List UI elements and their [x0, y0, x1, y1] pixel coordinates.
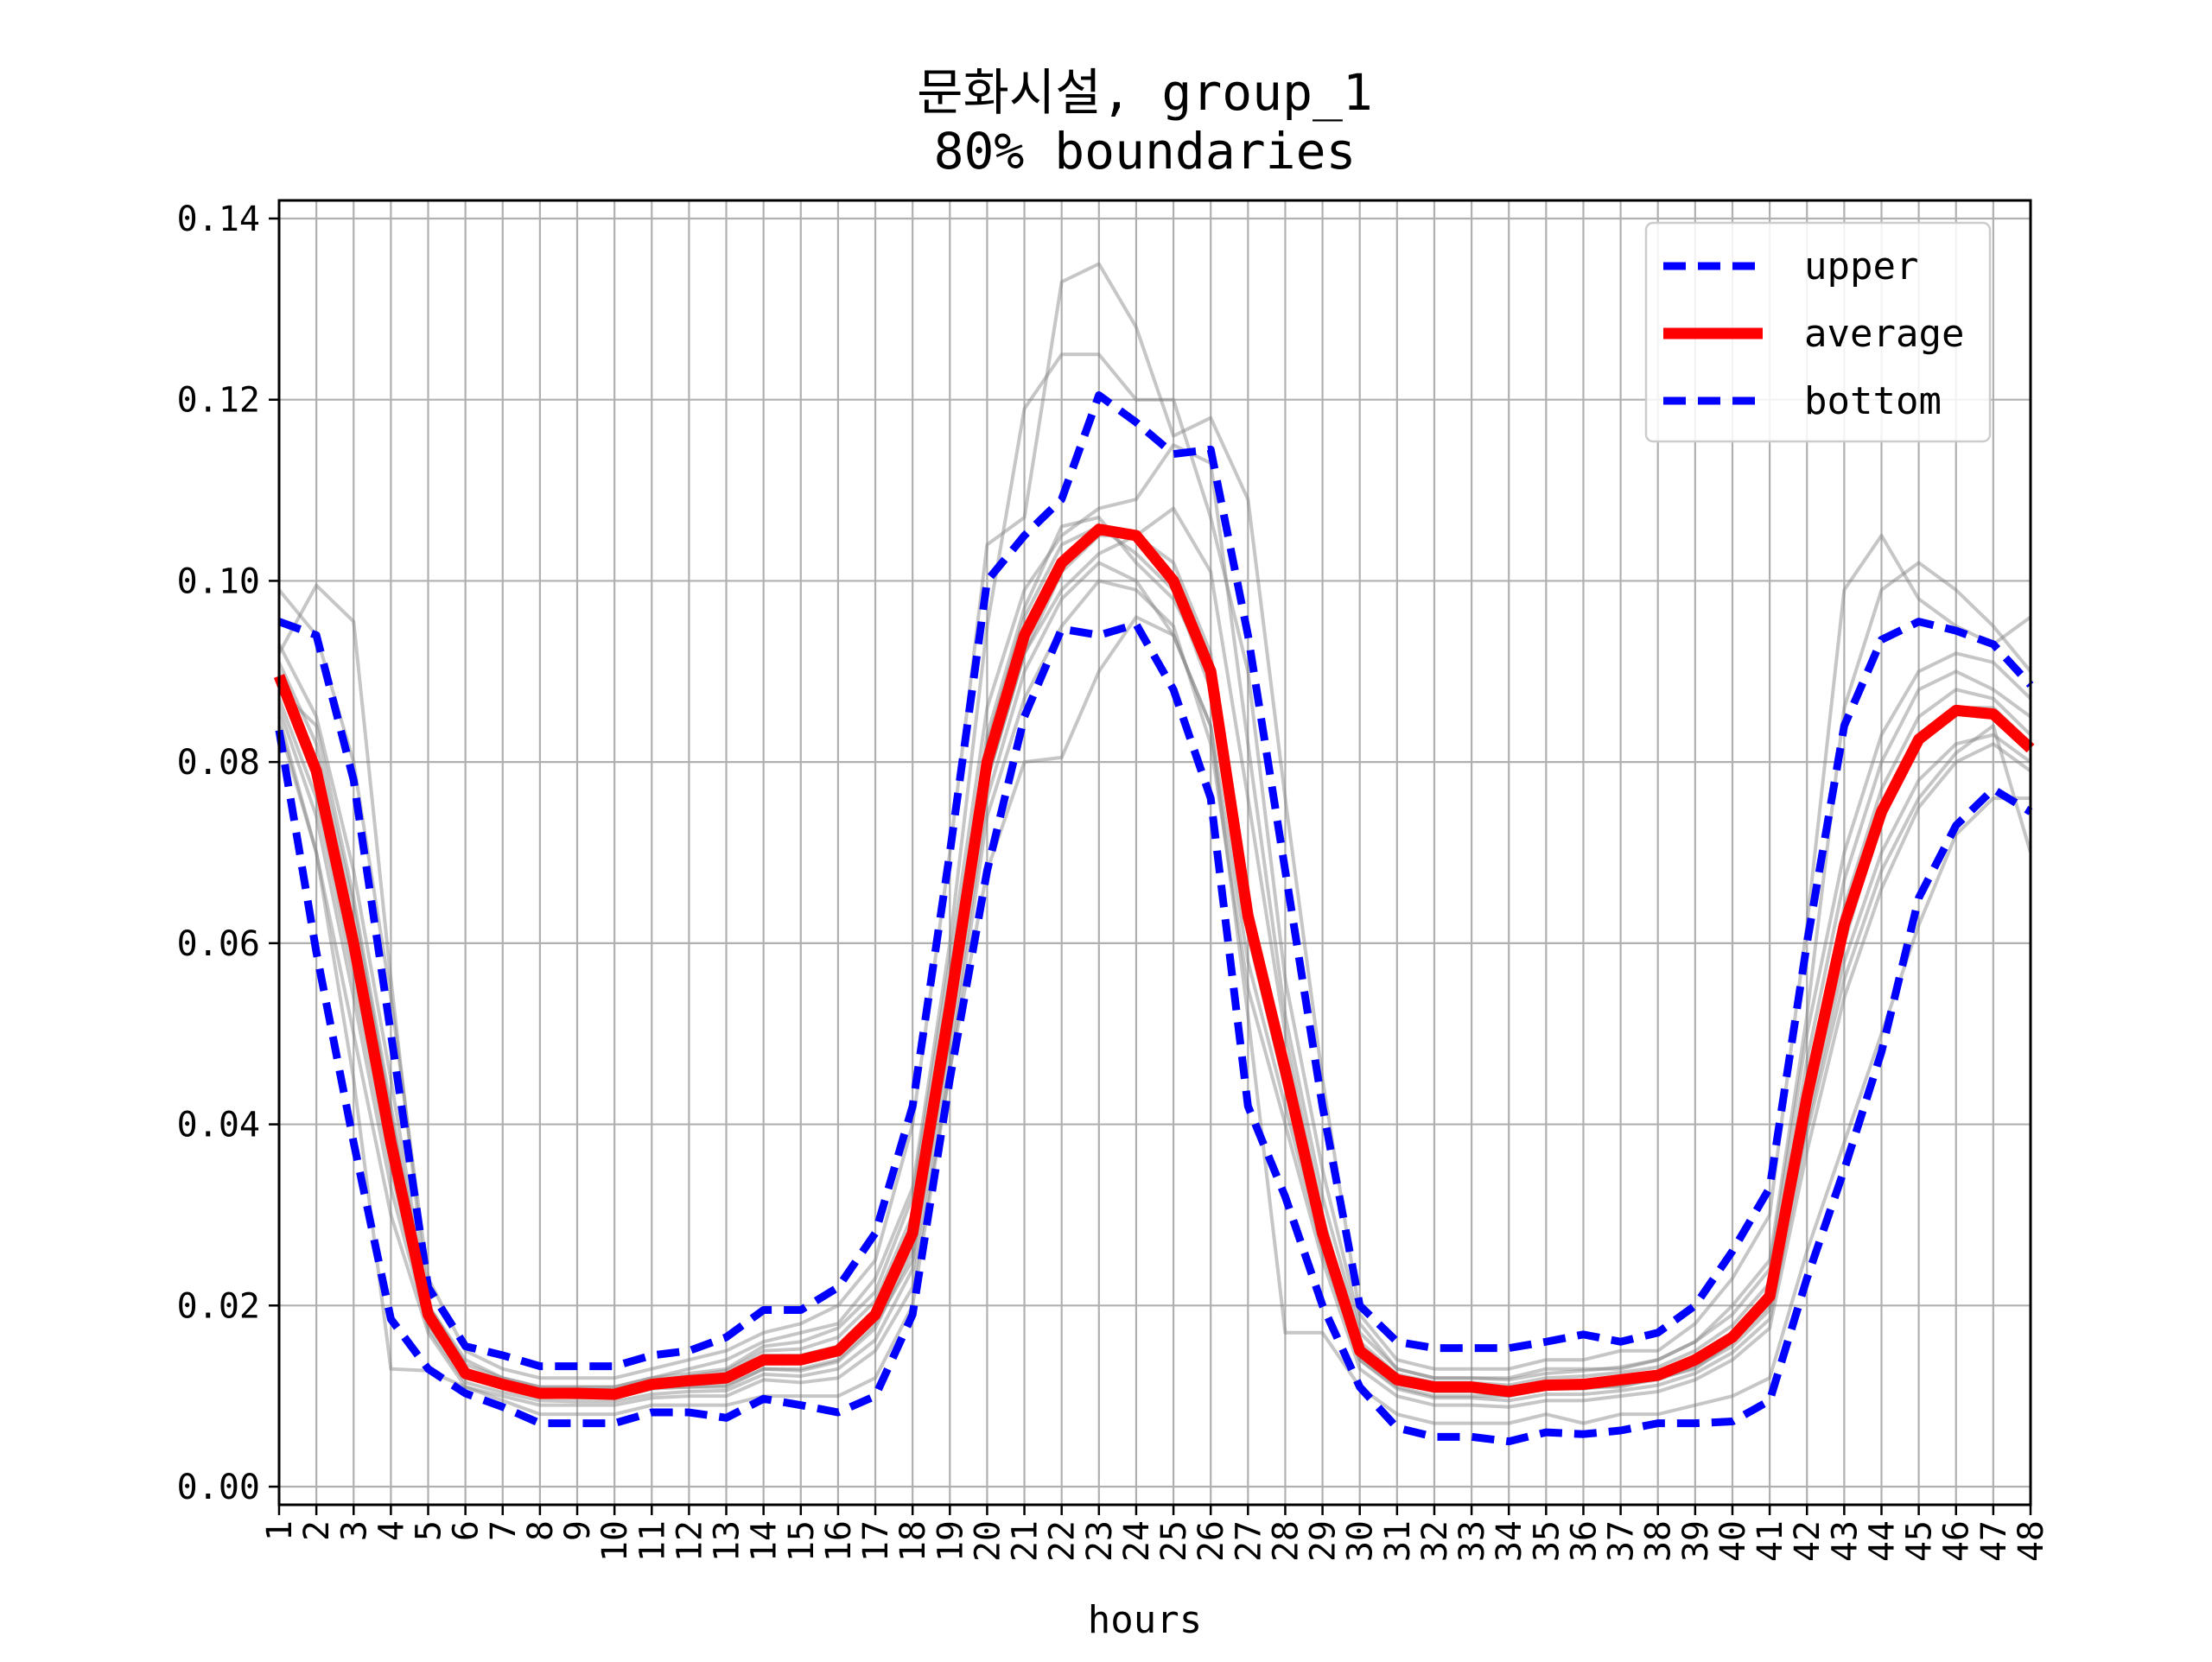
x-tick-label: 2: [297, 1520, 337, 1541]
y-tick-label: 0.10: [177, 561, 260, 601]
x-tick-label: 6: [447, 1520, 486, 1541]
x-tick-label: 3: [334, 1520, 374, 1541]
x-tick-label: 21: [1006, 1520, 1046, 1562]
x-tick-label: 10: [595, 1520, 635, 1562]
background-series-line: [277, 561, 2032, 1404]
x-tick-label: 7: [484, 1520, 524, 1541]
background-series-line: [277, 615, 2031, 1425]
x-tick-label: 26: [1192, 1520, 1231, 1562]
y-tick-label: 0.04: [177, 1106, 260, 1145]
plot-frame: [277, 199, 2032, 1507]
x-tick-label: 20: [968, 1520, 1007, 1562]
x-tick-label: 40: [1713, 1520, 1753, 1562]
x-tick-label: 23: [1080, 1520, 1120, 1562]
legend: upper average bottom: [1644, 221, 1992, 443]
x-tick-label: 31: [1378, 1520, 1418, 1562]
x-tick-label: 12: [670, 1520, 709, 1562]
legend-label-upper: upper: [1804, 244, 1918, 289]
x-tick-label: 18: [893, 1520, 933, 1562]
grid: [277, 200, 2032, 1505]
x-tick-label: 42: [1788, 1520, 1827, 1562]
x-tick-label: 24: [1117, 1520, 1157, 1562]
series-line-average: [273, 523, 2035, 1400]
background-series-line: [277, 443, 2032, 1389]
x-tick-label: 11: [632, 1520, 672, 1562]
background-series-line: [277, 352, 2032, 1389]
series-line-upper: [277, 390, 2034, 1371]
legend-label-bottom: bottom: [1804, 379, 1942, 423]
x-tick-label: 34: [1490, 1520, 1529, 1562]
x-tick-label: 29: [1304, 1520, 1344, 1562]
x-tick-label: 30: [1341, 1520, 1381, 1562]
x-tick-label: 27: [1229, 1520, 1268, 1562]
x-tick-label: 46: [1937, 1520, 1977, 1562]
x-axis-label: hours: [1088, 1598, 1202, 1642]
x-tick-label: 8: [521, 1520, 561, 1541]
x-tick-label: 48: [2012, 1520, 2051, 1562]
x-tick-label: 16: [819, 1520, 859, 1562]
x-tick-label: 9: [558, 1520, 598, 1541]
x-tick-label: 41: [1751, 1520, 1790, 1562]
x-tick-label: 47: [1974, 1520, 2014, 1562]
x-tick-label: 45: [1900, 1520, 1940, 1562]
y-tick-label: 0.02: [177, 1286, 260, 1326]
x-tick-label: 28: [1266, 1520, 1306, 1562]
background-series-line: [277, 579, 2032, 1409]
x-tick-label: 38: [1639, 1520, 1679, 1562]
y-axis-ticks: 0.00 0.02 0.04 0.06 0.08 0.10 0.12 0.14: [177, 200, 279, 1507]
y-tick-label: 0.06: [177, 924, 260, 964]
y-tick-label: 0.14: [177, 200, 260, 239]
y-tick-label: 0.08: [177, 743, 260, 783]
x-tick-label: 15: [782, 1520, 822, 1562]
series-line-bottom: [275, 620, 2033, 1446]
chart-title: 문화시설, group_1: [917, 63, 1373, 122]
x-tick-label: 19: [931, 1520, 970, 1562]
x-tick-label: 44: [1862, 1520, 1902, 1562]
x-tick-label: 32: [1415, 1520, 1455, 1562]
background-series-line: [277, 262, 2032, 1380]
legend-label-average: average: [1804, 312, 1964, 356]
x-tick-label: 33: [1452, 1520, 1492, 1562]
x-tick-label: 35: [1527, 1520, 1567, 1562]
x-tick-label: 22: [1043, 1520, 1083, 1562]
y-tick-label: 0.00: [177, 1468, 260, 1507]
y-tick-label: 0.12: [177, 381, 260, 421]
x-tick-label: 1: [260, 1520, 300, 1541]
x-tick-label: 4: [372, 1520, 411, 1541]
x-tick-label: 17: [856, 1520, 896, 1562]
x-tick-label: 14: [745, 1520, 785, 1562]
main-series-group: [273, 390, 2035, 1446]
x-tick-label: 39: [1676, 1520, 1716, 1562]
x-tick-label: 37: [1602, 1520, 1642, 1562]
legend-box: [1644, 221, 1992, 443]
x-tick-label: 5: [410, 1520, 449, 1541]
x-tick-label: 43: [1825, 1520, 1865, 1562]
x-tick-label: 36: [1564, 1520, 1604, 1562]
chart-subtitle: 80% boundaries: [934, 122, 1357, 181]
x-tick-label: 25: [1154, 1520, 1194, 1562]
x-tick-label: 13: [708, 1520, 747, 1562]
x-axis-ticks: 1234567891011121314151617181920212223242…: [260, 1505, 2051, 1562]
